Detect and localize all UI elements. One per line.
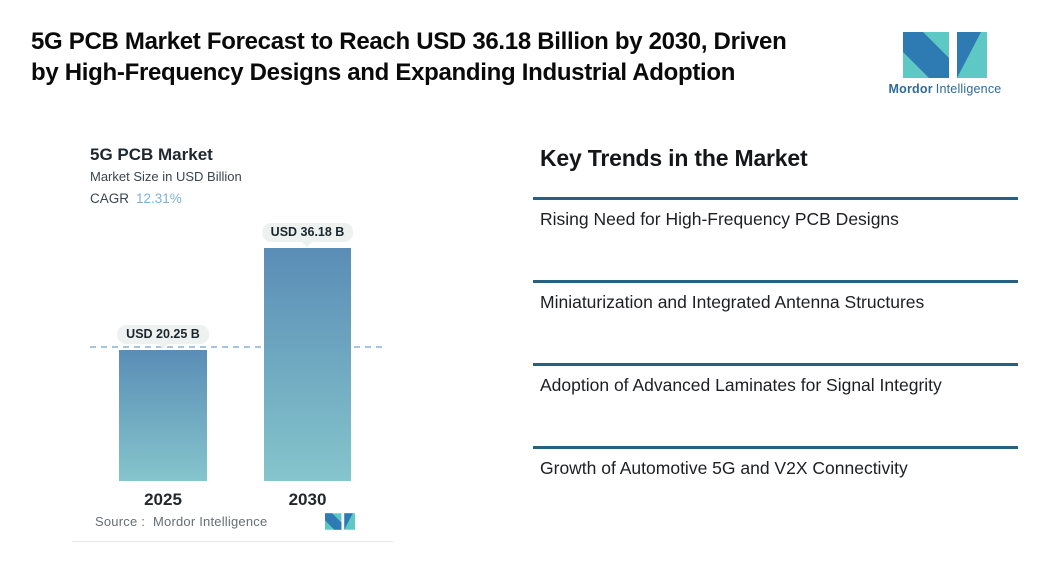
trend-divider — [533, 280, 1018, 283]
trend-row-4: Growth of Automotive 5G and V2X Connecti… — [533, 446, 1018, 506]
brand-wordmark: Mordor Intelligence — [883, 82, 1007, 96]
page-title-line1: 5G PCB Market Forecast to Reach USD 36.1… — [31, 28, 787, 55]
year-label-2025: 2025 — [144, 490, 182, 509]
plot-area: USD 20.25 B 2025 USD 36.18 B 2030 — [72, 122, 393, 509]
chart-cagr: CAGR 12.31% — [90, 191, 182, 206]
bar-2025: USD 20.25 B 2025 — [117, 325, 209, 509]
trend-item-2: Miniaturization and Integrated Antenna S… — [540, 292, 925, 312]
trend-divider — [533, 363, 1018, 366]
value-pill-2025: USD 20.25 B — [117, 325, 209, 344]
trend-row-3: Adoption of Advanced Laminates for Signa… — [533, 363, 1018, 423]
brand-name-bold: Mordor — [888, 82, 933, 96]
trend-item-3: Adoption of Advanced Laminates for Signa… — [540, 375, 942, 395]
value-pill-2030: USD 36.18 B — [261, 223, 354, 242]
page-title: 5G PCB Market Forecast to Reach USD 36.1… — [31, 26, 891, 88]
trend-row-2: Miniaturization and Integrated Antenna S… — [533, 280, 1018, 340]
year-label-2030: 2030 — [288, 490, 327, 509]
trend-divider — [533, 446, 1018, 449]
chart-subtitle: Market Size in USD Billion — [90, 169, 242, 184]
trend-divider — [533, 197, 1018, 200]
trend-item-1: Rising Need for High-Frequency PCB Desig… — [540, 209, 899, 229]
trends-heading: Key Trends in the Market — [540, 145, 808, 171]
page-title-line2: by High-Frequency Designs and Expanding … — [31, 59, 736, 86]
cagr-label: CAGR — [90, 191, 130, 206]
brand-logo: Mordor Intelligence — [883, 32, 1007, 96]
trend-row-1: Rising Need for High-Frequency PCB Desig… — [533, 197, 1018, 257]
mini-logo-icon — [325, 513, 355, 530]
brand-name-light: Intelligence — [935, 82, 1002, 96]
source-prefix: Source : — [95, 514, 146, 529]
chart-title: 5G PCB Market — [90, 145, 213, 164]
mordor-intelligence-logo-icon — [903, 32, 987, 78]
source-row: Source : Mordor Intelligence — [95, 514, 267, 529]
reference-dashed-line — [90, 346, 382, 348]
trend-item-4: Growth of Automotive 5G and V2X Connecti… — [540, 458, 908, 478]
bar-2030: USD 36.18 B 2030 — [261, 223, 354, 509]
source-name: Mordor Intelligence — [153, 514, 268, 529]
cagr-value: 12.31% — [136, 191, 182, 206]
value-label-2030: USD 36.18 B — [270, 225, 345, 239]
market-chart-card: USD 20.25 B 2025 USD 36.18 B 2030 5G PCB… — [72, 122, 393, 542]
value-label-2025: USD 20.25 B — [126, 327, 200, 341]
